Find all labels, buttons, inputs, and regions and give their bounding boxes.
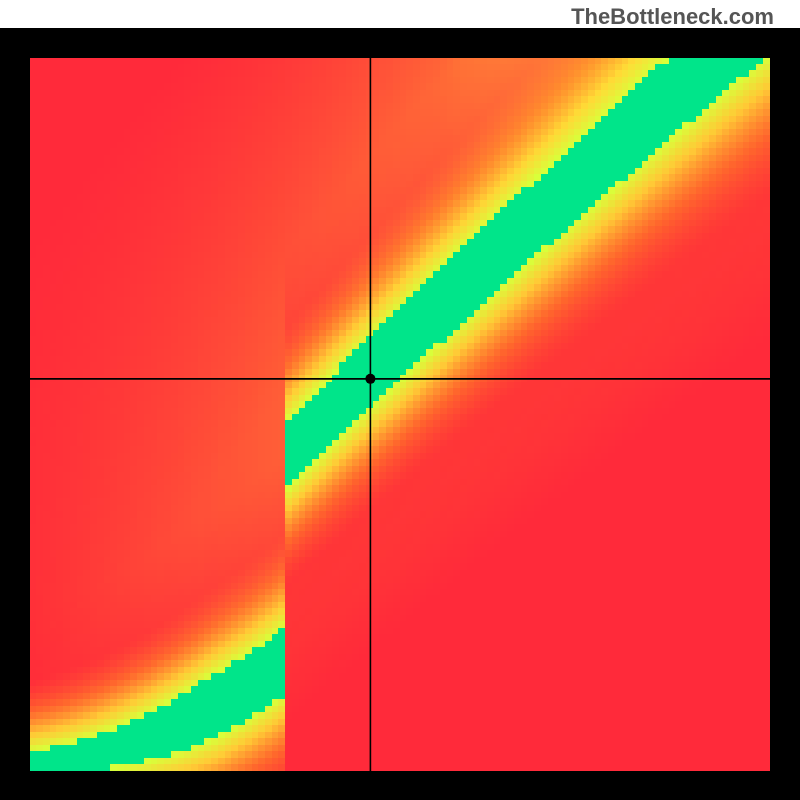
chart-wrapper: TheBottleneck.com xyxy=(0,0,800,800)
attribution-text: TheBottleneck.com xyxy=(571,4,774,30)
crosshair-overlay xyxy=(30,58,770,771)
chart-black-frame xyxy=(0,28,800,800)
